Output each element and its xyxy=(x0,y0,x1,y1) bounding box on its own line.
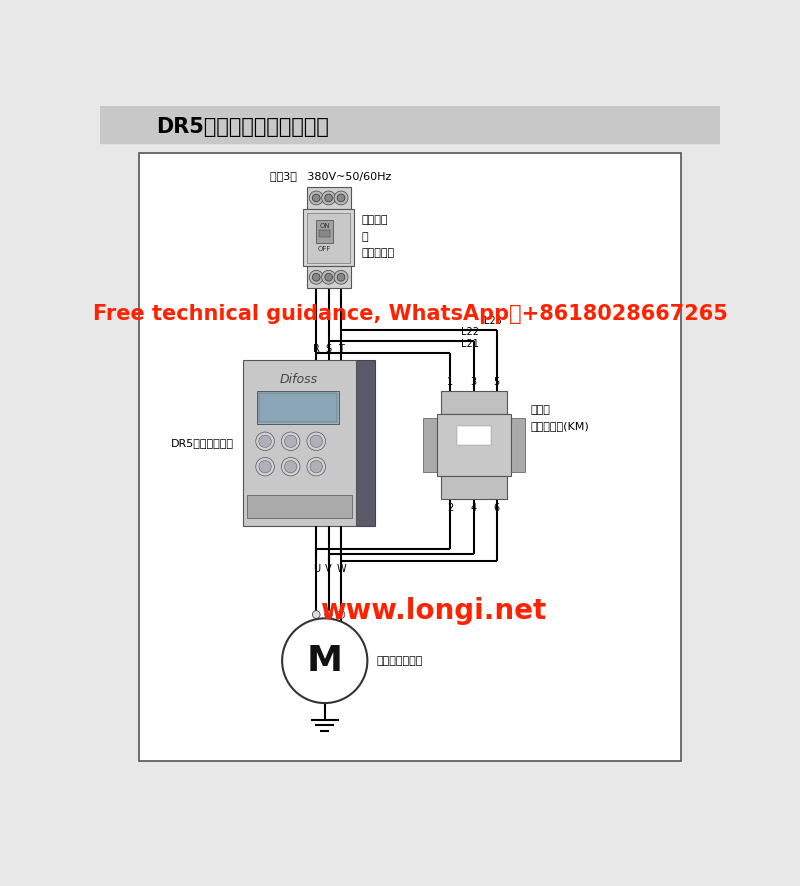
Text: 3: 3 xyxy=(470,377,477,387)
Bar xyxy=(243,361,356,526)
Bar xyxy=(259,392,337,422)
Bar xyxy=(303,209,354,267)
Text: L23: L23 xyxy=(484,315,502,326)
Bar xyxy=(423,418,437,472)
Circle shape xyxy=(307,457,326,476)
Circle shape xyxy=(337,610,345,618)
Text: 4: 4 xyxy=(470,503,477,513)
Text: OFF: OFF xyxy=(318,245,331,252)
Text: M: M xyxy=(306,644,342,678)
Text: R: R xyxy=(313,345,320,354)
Bar xyxy=(307,213,350,262)
Text: 2: 2 xyxy=(447,503,454,513)
Circle shape xyxy=(312,610,320,618)
Text: DR5软起动器主电路连接图: DR5软起动器主电路连接图 xyxy=(156,117,329,137)
Circle shape xyxy=(337,194,345,202)
Text: DR5电机软起动器: DR5电机软起动器 xyxy=(171,438,234,447)
Circle shape xyxy=(256,457,274,476)
Text: 漏电断路器: 漏电断路器 xyxy=(362,247,395,258)
Bar xyxy=(100,106,720,144)
Text: 6: 6 xyxy=(494,503,500,513)
Bar xyxy=(510,418,525,472)
Text: Difoss: Difoss xyxy=(280,373,318,386)
Circle shape xyxy=(256,432,274,450)
Circle shape xyxy=(312,194,320,202)
Circle shape xyxy=(282,457,300,476)
Circle shape xyxy=(285,435,297,447)
Circle shape xyxy=(334,191,348,205)
Bar xyxy=(319,229,330,237)
Circle shape xyxy=(282,618,367,703)
Circle shape xyxy=(334,270,348,284)
Circle shape xyxy=(322,270,336,284)
Text: L21: L21 xyxy=(461,338,478,349)
Text: www.longi.net: www.longi.net xyxy=(320,596,546,625)
Text: 电磁接触器(KM): 电磁接触器(KM) xyxy=(530,421,589,431)
Bar xyxy=(441,476,507,499)
Text: L22: L22 xyxy=(461,327,478,338)
Bar xyxy=(247,495,352,518)
Circle shape xyxy=(325,194,333,202)
Circle shape xyxy=(307,432,326,450)
Bar xyxy=(138,152,682,761)
Text: 5: 5 xyxy=(494,377,500,387)
Text: 电源3相   380V~50/60Hz: 电源3相 380V~50/60Hz xyxy=(270,171,392,181)
Text: S: S xyxy=(326,345,332,354)
Bar xyxy=(356,361,375,526)
Circle shape xyxy=(337,274,345,281)
Circle shape xyxy=(285,461,297,473)
Circle shape xyxy=(310,270,323,284)
Text: V: V xyxy=(326,564,332,574)
Text: 1: 1 xyxy=(447,377,454,387)
Circle shape xyxy=(259,435,271,447)
Bar xyxy=(316,221,334,244)
Circle shape xyxy=(259,461,271,473)
Bar xyxy=(258,392,338,424)
Bar xyxy=(307,187,351,209)
Bar xyxy=(441,392,507,415)
Circle shape xyxy=(310,461,322,473)
Bar xyxy=(457,426,491,445)
Text: 三相异步电动机: 三相异步电动机 xyxy=(377,656,423,665)
Circle shape xyxy=(322,191,336,205)
Circle shape xyxy=(312,274,320,281)
Circle shape xyxy=(282,432,300,450)
Text: 或: 或 xyxy=(362,232,369,242)
Circle shape xyxy=(310,191,323,205)
Bar xyxy=(437,415,510,476)
Text: T: T xyxy=(338,345,344,354)
Circle shape xyxy=(325,610,333,618)
Bar xyxy=(307,267,351,288)
Text: Free technical guidance, WhatsApp：+8618028667265: Free technical guidance, WhatsApp：+86180… xyxy=(93,304,727,324)
Circle shape xyxy=(325,274,333,281)
Text: 配旁路: 配旁路 xyxy=(530,406,550,416)
Text: U: U xyxy=(313,564,320,574)
Text: W: W xyxy=(336,564,346,574)
Circle shape xyxy=(310,435,322,447)
Text: 配断路器: 配断路器 xyxy=(362,215,389,225)
Text: ON: ON xyxy=(319,222,330,229)
